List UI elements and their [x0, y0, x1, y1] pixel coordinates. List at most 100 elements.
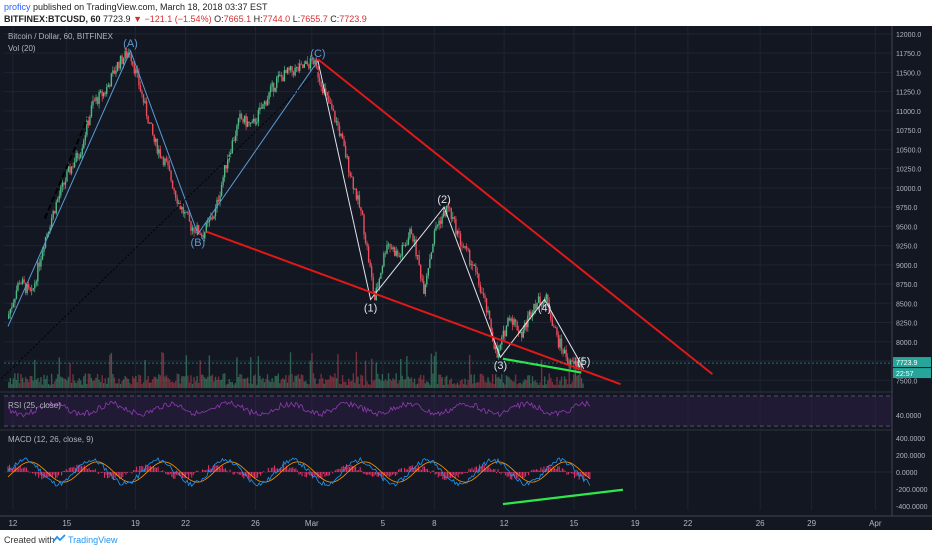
candle-body — [505, 325, 508, 337]
price-tick-label: 8000.0 — [896, 340, 918, 347]
macd-histogram-bar — [335, 469, 337, 472]
candle-body — [52, 211, 54, 219]
candle-body — [211, 217, 214, 219]
volume-bar — [416, 383, 419, 388]
volume-bar — [49, 384, 51, 388]
price-tick-label: 9000.0 — [896, 263, 918, 270]
macd-histogram-bar — [33, 472, 35, 474]
candle-body — [12, 302, 15, 307]
chart-canvas[interactable]: (A)(B)(C)(1)(2)(3)(4)(5) 12000.011750.01… — [0, 26, 932, 530]
volume-bar — [81, 384, 83, 388]
candle-body — [346, 156, 348, 158]
macd-histogram-bar — [58, 472, 60, 476]
candle-body — [225, 165, 227, 169]
candle-body — [83, 140, 85, 149]
candle-body — [181, 207, 183, 210]
volume-bar — [225, 384, 227, 388]
volume-bar — [162, 353, 165, 388]
volume-bar — [188, 382, 191, 388]
macd-histogram-bar — [457, 472, 459, 478]
volume-bar — [242, 378, 244, 388]
volume-bar — [496, 377, 498, 388]
macd-histogram-bar — [476, 466, 478, 472]
macd-histogram-bar — [45, 472, 47, 478]
volume-bar — [370, 358, 373, 388]
volume-bar — [201, 374, 203, 388]
volume-bar — [418, 377, 420, 388]
macd-histogram-bar — [108, 472, 110, 478]
volume-bar — [311, 353, 313, 388]
macd-histogram-bar — [15, 465, 17, 472]
chart-area[interactable]: (A) (B) (C) (1) (2) (3) (4) (5) 12000.0 11750.0 1… — [0, 26, 932, 530]
macd-histogram-bar — [81, 465, 82, 472]
candle-body — [305, 61, 307, 65]
candle-body — [418, 255, 420, 265]
volume-bar — [130, 384, 132, 388]
macd-histogram-bar — [494, 469, 496, 472]
candle-body — [178, 203, 180, 205]
candle-body — [369, 261, 371, 267]
volume-bar — [216, 379, 218, 388]
price-tick-label: 11250.0 — [896, 90, 921, 97]
volume-bar — [424, 383, 426, 388]
publish-date: published on TradingView.com, March 18, … — [33, 2, 268, 12]
candle-body — [320, 81, 322, 87]
macd-histogram-bar — [309, 472, 311, 476]
price-tick-label: 11000.0 — [896, 109, 921, 116]
macd-histogram-bar — [241, 472, 243, 477]
macd-histogram-bar — [555, 468, 557, 472]
macd-histogram-bar — [580, 472, 582, 477]
rsi-pane — [4, 395, 892, 427]
candle-body — [574, 360, 577, 364]
macd-histogram-bar — [543, 466, 545, 472]
candle-body — [110, 73, 113, 87]
candle-body — [196, 225, 198, 233]
candle-body — [243, 115, 246, 123]
candle-body — [282, 76, 284, 82]
volume-bar — [456, 382, 459, 388]
macd-histogram-bar — [575, 472, 577, 477]
macd-histogram-bar — [563, 469, 565, 472]
volume-bar — [144, 360, 146, 388]
candle-body — [311, 58, 313, 61]
volume-bar — [211, 374, 214, 388]
candle-body — [299, 63, 301, 71]
volume-bar — [156, 378, 158, 388]
volume-bar — [179, 383, 181, 388]
macd-histogram-bar — [70, 467, 72, 472]
volume-bar — [433, 356, 436, 388]
macd-histogram-bar — [336, 469, 338, 472]
macd-histogram-bar — [19, 465, 21, 472]
macd-histogram-bar — [548, 465, 550, 472]
volume-bar — [223, 373, 226, 388]
abc-wave-line — [7, 49, 319, 327]
volume-bar — [306, 383, 309, 388]
macd-histogram-bar — [359, 467, 361, 472]
volume-bar — [57, 374, 59, 388]
candle-body — [72, 166, 74, 168]
macd-histogram-bar — [234, 472, 236, 475]
volume-bar — [439, 374, 442, 388]
volume-bar — [135, 375, 137, 388]
volume-bar — [499, 378, 501, 388]
macd-histogram-bar — [526, 472, 528, 473]
macd-histogram-bar — [133, 470, 135, 472]
candle-body — [222, 177, 224, 185]
candle-body — [306, 61, 309, 65]
macd-histogram-bar — [258, 472, 260, 474]
channel-lower-line — [206, 230, 621, 386]
candle-body — [338, 125, 341, 136]
macd-histogram-bar — [142, 466, 144, 472]
volume-bar — [452, 384, 454, 388]
candle-body — [332, 109, 335, 112]
volume-bar — [283, 379, 286, 388]
tradingview-brand[interactable]: TradingView — [68, 535, 118, 545]
volume-bar — [70, 382, 73, 388]
volume-bar — [363, 384, 365, 388]
macd-histogram-bar — [122, 472, 124, 477]
author-link[interactable]: proficy — [4, 2, 31, 12]
candle-body — [450, 208, 452, 219]
macd-histogram-bar — [483, 464, 485, 472]
macd-histogram-bar — [136, 466, 138, 472]
candle-body — [109, 85, 111, 87]
